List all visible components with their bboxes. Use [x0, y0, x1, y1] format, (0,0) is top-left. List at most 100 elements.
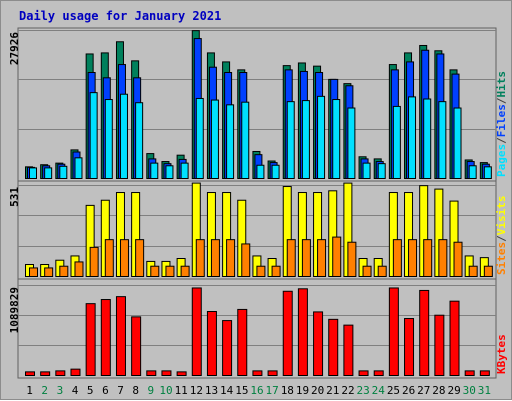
x-tick-label: 17	[266, 384, 279, 397]
bar-pages	[89, 92, 98, 179]
bar-sites	[286, 239, 296, 277]
bar-sites	[453, 241, 463, 278]
bar-pages	[165, 165, 174, 179]
x-tick-label: 13	[205, 384, 218, 397]
bar-pages	[423, 98, 432, 179]
bar-sites	[377, 265, 387, 278]
bar-pages	[44, 167, 53, 179]
bar-pages	[119, 93, 128, 179]
side-legend: Sites/Visits	[495, 196, 508, 276]
bar-sites	[226, 239, 236, 277]
bar-sites	[423, 239, 433, 277]
panel-kbytes	[17, 278, 497, 379]
side-legend-part: /	[495, 137, 508, 144]
bar-kbytes	[464, 370, 475, 377]
bar-kbytes	[222, 320, 233, 377]
y-axis-max-label: 1089829	[8, 287, 21, 333]
bar-kbytes	[176, 371, 187, 376]
bar-kbytes	[237, 308, 248, 377]
x-tick-label: 23	[357, 384, 370, 397]
x-tick-label: 30	[463, 384, 476, 397]
x-tick-label: 1	[26, 384, 33, 397]
bar-pages	[74, 157, 83, 179]
bar-kbytes	[25, 371, 35, 376]
x-tick-label: 16	[250, 384, 263, 397]
bar-sites	[195, 239, 205, 277]
bar-pages	[317, 95, 326, 179]
x-tick-label: 27	[417, 384, 430, 397]
bar-sites	[362, 265, 372, 278]
side-legend: Pages/Files/Hits	[495, 71, 508, 177]
bar-pages	[195, 97, 204, 179]
bar-kbytes	[55, 370, 66, 377]
panel-visits-sites	[17, 180, 497, 280]
x-tick-label: 3	[57, 384, 64, 397]
bar-pages	[256, 164, 265, 180]
bar-kbytes	[479, 370, 490, 377]
x-tick-label: 15	[235, 384, 248, 397]
bar-kbytes	[206, 310, 217, 377]
bar-kbytes	[131, 316, 142, 376]
bar-pages	[286, 101, 295, 179]
x-tick-label: 18	[281, 384, 294, 397]
x-tick-label: 24	[372, 384, 386, 397]
bar-sites	[210, 239, 220, 277]
side-legend-part: Sites	[495, 242, 508, 275]
side-legend-part: Hits	[495, 71, 508, 98]
bar-sites	[165, 265, 175, 278]
x-tick-label: 4	[72, 384, 79, 397]
bar-kbytes	[252, 370, 263, 377]
bar-kbytes	[115, 296, 126, 377]
bar-kbytes	[146, 370, 157, 377]
bar-sites	[347, 241, 357, 278]
bar-kbytes	[297, 288, 308, 377]
x-tick-label: 20	[311, 384, 324, 397]
x-tick-label: 21	[326, 384, 339, 397]
x-tick-label: 2	[41, 384, 48, 397]
bar-pages	[453, 107, 462, 179]
bar-kbytes	[282, 290, 293, 376]
bar-pages	[301, 100, 310, 179]
bar-pages	[438, 101, 447, 179]
bar-pages	[483, 166, 492, 180]
bar-kbytes	[267, 370, 278, 377]
bar-sites	[104, 239, 114, 277]
bar-sites	[392, 239, 402, 277]
bar-kbytes	[358, 370, 369, 377]
bar-sites	[135, 239, 145, 277]
bar-kbytes	[70, 368, 81, 377]
bar-pages	[271, 164, 280, 180]
bar-pages	[29, 167, 37, 179]
bar-pages	[468, 165, 477, 179]
bar-pages	[332, 99, 341, 179]
x-tick-label: 6	[102, 384, 109, 397]
bar-pages	[347, 107, 356, 179]
side-legend-part: /	[495, 235, 508, 242]
bar-pages	[362, 162, 371, 180]
x-tick-label: 26	[402, 384, 415, 397]
bar-kbytes	[419, 289, 430, 377]
bar-pages	[150, 162, 159, 180]
bar-kbytes	[434, 314, 445, 376]
bar-kbytes	[191, 287, 202, 376]
bar-sites	[44, 267, 54, 278]
side-legend-part: Pages	[495, 144, 508, 177]
x-tick-label: 9	[148, 384, 155, 397]
bar-sites	[241, 243, 251, 278]
x-tick-label: 5	[87, 384, 94, 397]
bar-kbytes	[40, 371, 51, 376]
bar-sites	[180, 265, 190, 278]
bar-sites	[468, 265, 478, 278]
bar-sites	[483, 265, 493, 278]
bar-kbytes	[328, 318, 339, 376]
x-tick-label: 25	[387, 384, 400, 397]
bar-sites	[271, 265, 281, 278]
bar-sites	[438, 239, 448, 277]
panel-hits-files-pages	[17, 27, 497, 182]
bar-sites	[89, 246, 99, 277]
bar-sites	[301, 239, 311, 277]
x-tick-label: 14	[220, 384, 234, 397]
x-tick-label: 31	[478, 384, 491, 397]
y-axis-max-label: 27926	[8, 32, 21, 65]
